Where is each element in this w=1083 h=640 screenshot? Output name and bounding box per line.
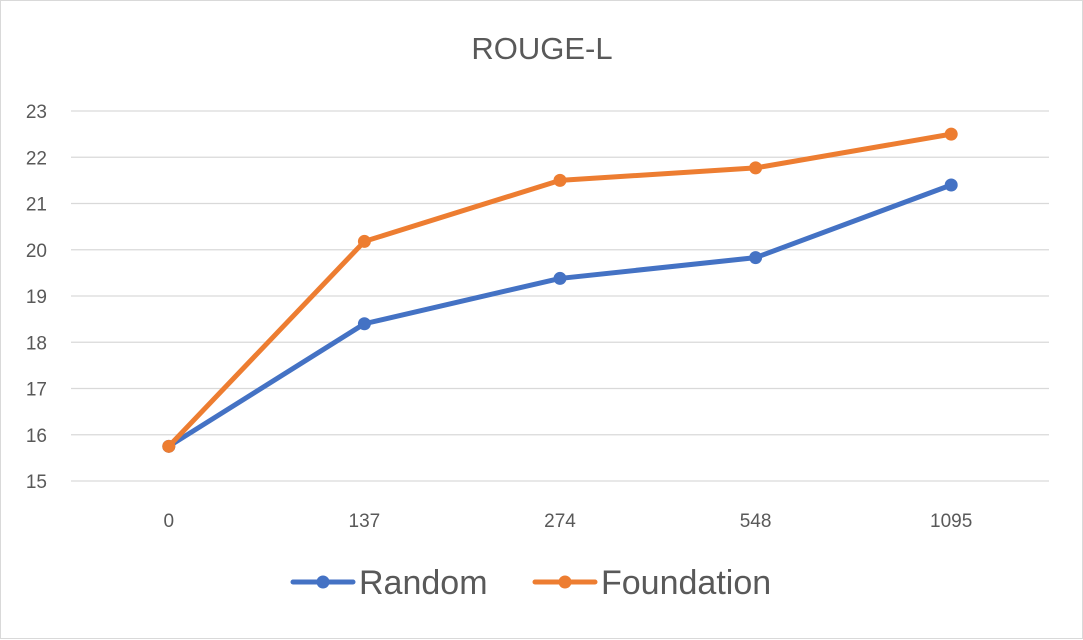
x-tick-label: 274 (544, 511, 576, 532)
y-tick-label: 21 (26, 195, 47, 216)
data-point-random (553, 271, 567, 285)
data-point-random (357, 317, 371, 331)
data-point-random (944, 178, 958, 192)
legend-label-foundation: Foundation (601, 564, 771, 602)
data-point-foundation (944, 127, 958, 141)
data-point-random (749, 251, 763, 265)
y-tick-label: 19 (26, 287, 47, 308)
y-tick-label: 17 (26, 380, 47, 401)
data-point-foundation (553, 173, 567, 187)
legend-marker-random (316, 575, 330, 589)
data-point-foundation (162, 439, 176, 453)
x-axis-ticks: 0 137 274 548 1095 (164, 511, 973, 532)
legend-label-random: Random (359, 564, 488, 602)
y-tick-label: 20 (26, 241, 47, 262)
y-tick-label: 23 (26, 102, 47, 123)
y-tick-label: 16 (26, 426, 47, 447)
gridlines (71, 110, 1049, 482)
x-tick-label: 137 (349, 511, 381, 532)
series-line-random (166, 182, 954, 449)
legend-marker-foundation (558, 575, 572, 589)
data-point-foundation (357, 234, 371, 248)
x-tick-label: 1095 (930, 511, 972, 532)
series-group (162, 127, 958, 453)
data-point-foundation (749, 161, 763, 175)
y-tick-label: 18 (26, 333, 47, 354)
y-axis-ticks: 15 16 17 18 19 20 21 22 23 (26, 102, 47, 493)
y-tick-label: 22 (26, 148, 47, 169)
y-tick-label: 15 (26, 472, 47, 493)
x-tick-label: 0 (164, 511, 175, 532)
chart-title: ROUGE-L (471, 31, 612, 66)
x-tick-label: 548 (740, 511, 772, 532)
legend: Random Foundation (290, 564, 771, 602)
